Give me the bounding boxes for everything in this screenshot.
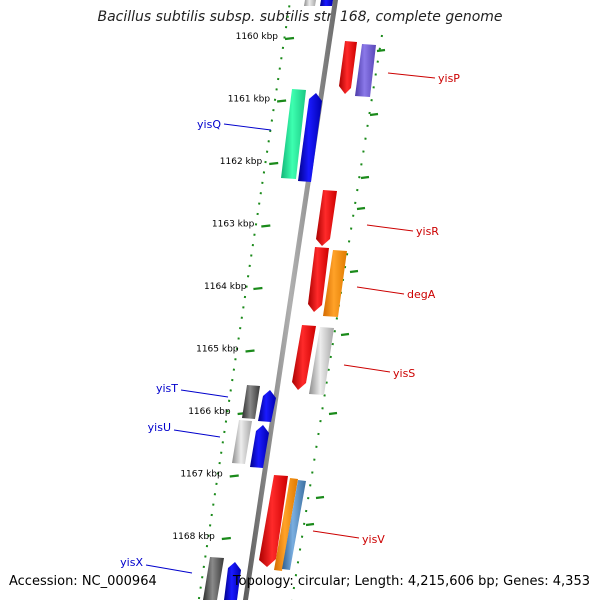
gene-arrow-yisV-steel [282, 480, 306, 570]
ruler-minor-tick [315, 495, 325, 500]
ruler-tick [269, 161, 279, 166]
gene-arrow-yisR [316, 190, 337, 246]
gene-arrow-yisQ-green [281, 89, 306, 179]
gene-arrow-purple [355, 44, 376, 97]
map-title: Bacillus subtilis subsp. subtilis str. 1… [97, 9, 503, 25]
gene-label-yisU[interactable]: yisU [148, 421, 171, 434]
gene-leader-line-yisS [343, 364, 391, 373]
gene-arrow-yisT-gray [242, 385, 260, 419]
gene-label-yisR[interactable]: yisR [416, 225, 439, 238]
gene-arrow-yisX-blue [224, 562, 241, 600]
gene-label-degA[interactable]: degA [407, 288, 436, 301]
ruler-tick [245, 349, 255, 353]
gene-arrow-top-gray [304, 0, 316, 6]
ruler-tick-label: 1163 kbp [212, 220, 255, 230]
gene-leader-line-yisU [173, 429, 221, 438]
ruler-tick [253, 286, 263, 291]
gene-arrow-top-blue [320, 0, 333, 6]
gene-arrow-yisQ-blue [298, 93, 322, 182]
gene-leader-line-yisV [312, 530, 360, 539]
topology-text: Topology: circular; Length: 4,215,606 bp… [232, 574, 590, 589]
ruler-tick-label: 1167 kbp [180, 470, 223, 480]
ruler-tick-label: 1166 kbp [188, 407, 231, 417]
ruler-minor-tick [328, 411, 338, 416]
gene-features [203, 0, 376, 600]
gene-labels: yisP yisQ yisR degA yisS yisT yisU yisV yisX [120, 72, 460, 574]
ruler-guide-inner [291, 34, 383, 600]
ruler-tick [261, 224, 271, 228]
gene-arrow-yisX-gray [203, 557, 224, 600]
gene-arrow-yisU-blue [250, 425, 269, 468]
ruler-tick-label: 1165 kbp [196, 345, 239, 355]
gene-leader-line-yisT [180, 389, 229, 398]
ruler-minor-tick [376, 48, 386, 53]
accession-text: Accession: NC_000964 [9, 574, 157, 589]
ruler-tick [276, 99, 287, 103]
ruler-minor-tick [356, 206, 366, 211]
gene-leader-line-yisX [145, 564, 193, 574]
gene-label-yisS[interactable]: yisS [393, 367, 415, 380]
gene-arrow-degA-orange [323, 250, 347, 317]
gene-arrow-yisP [339, 41, 357, 94]
ruler-tick [221, 536, 231, 541]
gene-arrow-yisT-blue [258, 390, 276, 422]
gene-leader-line-yisQ [223, 123, 272, 131]
ruler-tick-label: 1164 kbp [204, 282, 247, 292]
gene-arrow-yisS-gray [309, 327, 334, 395]
ruler-tick [229, 474, 239, 478]
gene-label-yisT[interactable]: yisT [156, 382, 178, 395]
gene-leader-line-degA [356, 286, 405, 295]
gene-label-yisP[interactable]: yisP [438, 72, 460, 85]
ruler-minor-tick [340, 332, 350, 337]
ruler-tick-label: 1168 kbp [172, 532, 215, 542]
ruler-tick [284, 36, 295, 41]
ruler-minor-tick [305, 522, 315, 527]
gene-label-yisV[interactable]: yisV [362, 533, 385, 546]
gene-leader-line-yisP [387, 72, 436, 79]
gene-label-yisQ[interactable]: yisQ [197, 118, 221, 131]
gene-arrow-yisU-gray [232, 420, 252, 464]
gene-arrow-yisS-red [292, 325, 316, 390]
ruler-tick-label: 1160 kbp [236, 32, 279, 42]
gene-arrow-yisV-red [259, 475, 288, 567]
gene-leader-line-yisR [366, 224, 414, 232]
ruler-minor-tick [369, 112, 379, 117]
ruler-tick-label: 1162 kbp [220, 157, 263, 167]
ruler-ticks: 1160 kbp 1161 kbp 1162 kbp 1163 kbp 1164 kbp… [172, 32, 386, 542]
ruler-minor-tick [360, 175, 370, 180]
ruler-minor-tick [349, 269, 359, 274]
gene-arrow-yisV-orange [274, 478, 298, 571]
gene-arrow-degA-red [308, 247, 329, 312]
ruler-tick-label: 1161 kbp [228, 95, 271, 105]
gene-label-yisX[interactable]: yisX [120, 556, 143, 569]
